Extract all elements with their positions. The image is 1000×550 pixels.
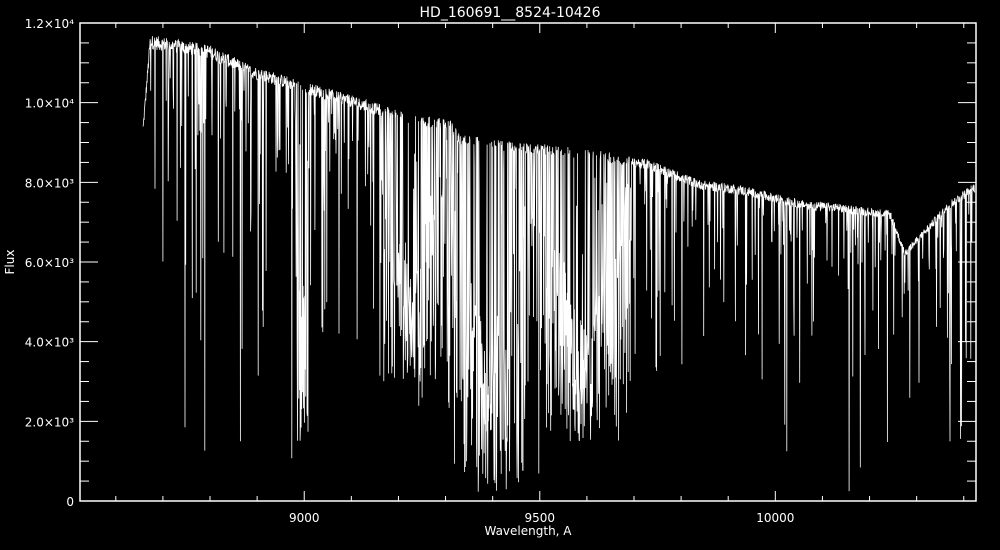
y-tick-label: 6.0×10³: [25, 256, 74, 270]
y-tick-label: 1.2×10⁴: [25, 17, 74, 31]
axis-ticks: [80, 22, 976, 502]
y-tick-label: 0: [66, 495, 74, 509]
x-tick-label: 10000: [756, 511, 794, 525]
x-axis-label: Wavelength, A: [484, 524, 572, 538]
chart-title: HD_160691__8524-10426: [420, 5, 601, 21]
y-tick-labels: 0 2.0×10³ 4.0×10³ 6.0×10³ 8.0×10³ 1.0×10⁴ 1.2×…: [25, 17, 74, 509]
spectrum-line: [142, 36, 976, 492]
x-tick-label: 9500: [525, 511, 556, 525]
y-tick-label: 2.0×10³: [25, 415, 74, 429]
spectrum-series: [142, 36, 976, 492]
y-tick-label: 4.0×10³: [25, 336, 74, 350]
y-tick-label: 8.0×10³: [25, 176, 74, 190]
y-axis-label: Flux: [3, 250, 17, 275]
x-tick-label: 9000: [289, 511, 320, 525]
y-tick-label: 1.0×10⁴: [25, 97, 74, 111]
x-tick-labels: 9000 9500 10000: [289, 511, 794, 525]
